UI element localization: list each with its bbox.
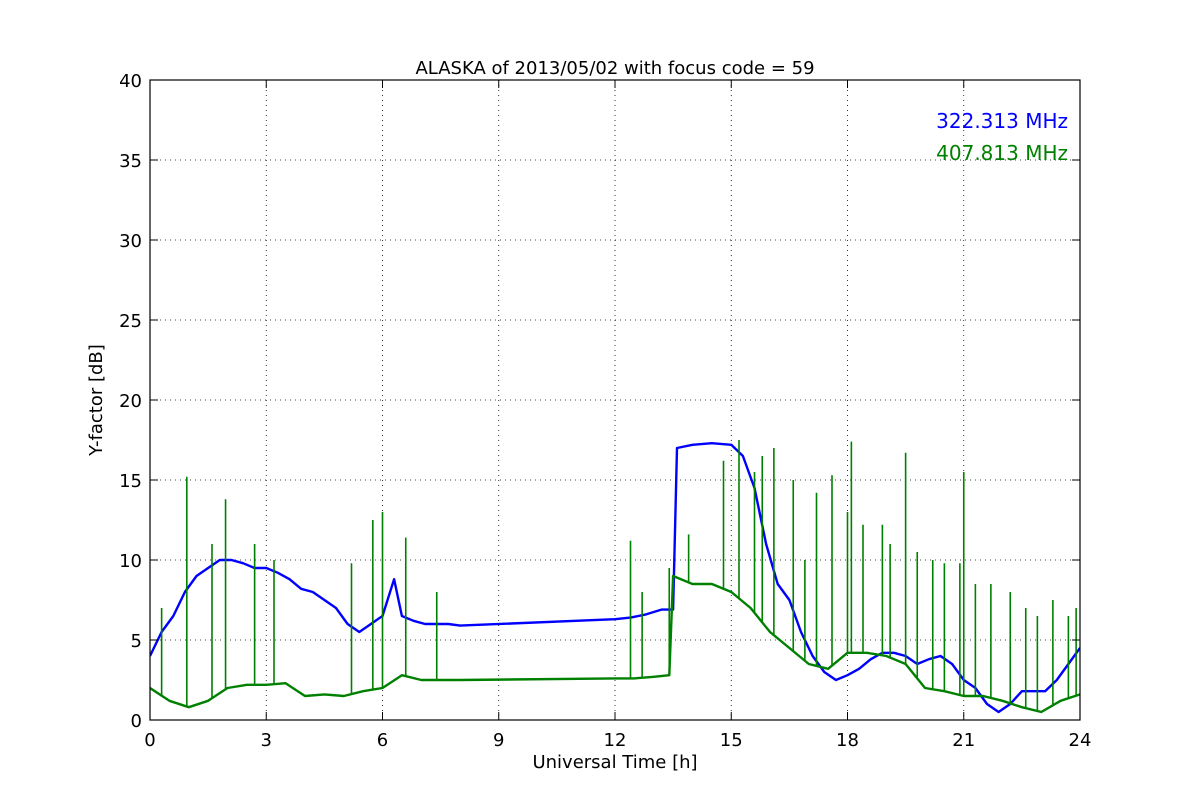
y-tick-label: 30 [119,231,142,252]
y-tick-label: 40 [119,71,142,92]
x-tick-label: 0 [144,730,155,751]
y-tick-label: 0 [131,711,142,732]
chart-title: ALASKA of 2013/05/02 with focus code = 5… [415,58,814,79]
series-layer [150,440,1080,714]
grid [150,80,1080,720]
legend-entry-322-mhz: 322.313 MHz [936,109,1068,133]
y-tick-label: 15 [119,471,142,492]
legend: 322.313 MHz 407.813 MHz [936,109,1068,165]
axis-ticks: 0 3 6 9 12 15 18 21 24 0 5 10 15 20 25 30 35 40 [119,71,1091,751]
x-tick-label: 6 [377,730,388,751]
y-tick-label: 25 [119,311,142,332]
legend-entry-407-mhz: 407.813 MHz [936,141,1068,165]
x-tick-label: 21 [952,730,975,751]
x-tick-label: 12 [604,730,627,751]
y-tick-label: 5 [131,631,142,652]
y-tick-label: 20 [119,391,142,412]
x-axis-label: Universal Time [h] [532,752,697,773]
y-tick-label: 35 [119,151,142,172]
x-tick-label: 18 [836,730,859,751]
series-line [150,442,1080,714]
x-tick-label: 15 [720,730,743,751]
x-tick-label: 3 [261,730,272,751]
y-axis-label: Y-factor [dB] [86,344,107,457]
x-tick-label: 24 [1069,730,1092,751]
series-322-mhz [150,442,1080,714]
x-tick-label: 9 [493,730,504,751]
y-tick-label: 10 [119,551,142,572]
series-407-mhz [150,440,1080,714]
